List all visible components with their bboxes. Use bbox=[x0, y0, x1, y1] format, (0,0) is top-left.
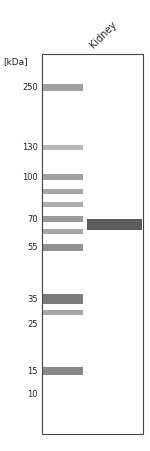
Bar bbox=[43, 229, 83, 234]
Text: 55: 55 bbox=[27, 243, 38, 252]
Text: 25: 25 bbox=[27, 320, 38, 329]
Bar bbox=[43, 84, 83, 91]
Bar bbox=[43, 367, 83, 375]
Bar bbox=[43, 310, 83, 315]
Text: 70: 70 bbox=[27, 215, 38, 224]
Bar bbox=[43, 145, 83, 150]
Text: 250: 250 bbox=[22, 83, 38, 92]
Text: 100: 100 bbox=[22, 173, 38, 182]
Bar bbox=[87, 219, 142, 230]
Bar bbox=[43, 189, 83, 194]
Text: 15: 15 bbox=[27, 367, 38, 376]
Text: 35: 35 bbox=[27, 295, 38, 304]
Bar bbox=[43, 202, 83, 207]
Bar bbox=[43, 216, 83, 222]
Bar bbox=[43, 244, 83, 251]
Bar bbox=[43, 295, 83, 304]
Bar bbox=[42, 55, 143, 434]
Bar bbox=[43, 175, 83, 180]
Text: 10: 10 bbox=[27, 390, 38, 399]
Text: [kDa]: [kDa] bbox=[3, 57, 28, 66]
Text: 130: 130 bbox=[22, 143, 38, 152]
Text: Kidney: Kidney bbox=[88, 19, 118, 50]
